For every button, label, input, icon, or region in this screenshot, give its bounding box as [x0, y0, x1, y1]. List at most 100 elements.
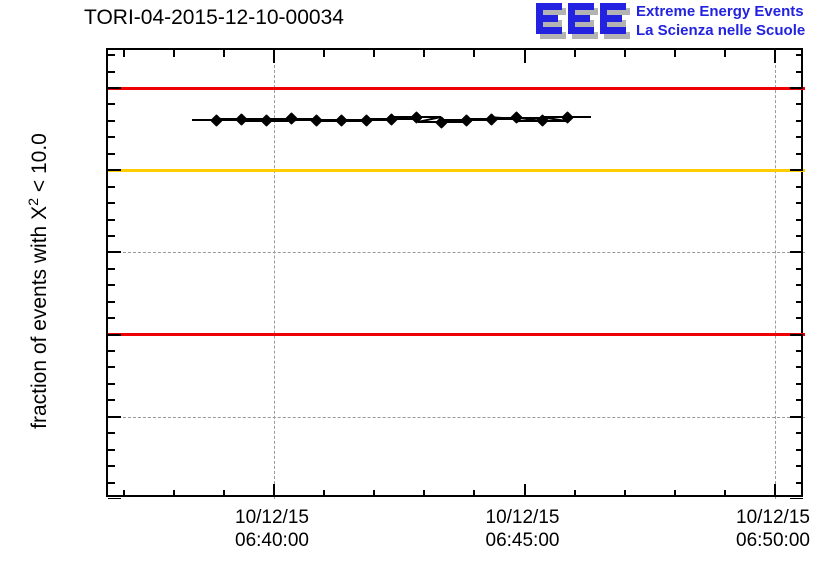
reference-line-lower-red-threshold [108, 333, 805, 337]
y-tick-minor [108, 185, 115, 188]
y-tick-minor [108, 300, 115, 303]
y-tick-minor [796, 152, 803, 155]
y-tick-major [790, 251, 803, 254]
x-tick-label-time: 06:50:00 [736, 530, 810, 551]
y-tick-minor [796, 202, 803, 205]
x-tick-minor [222, 490, 225, 497]
y-tick-minor [108, 152, 115, 155]
y-tick-minor [796, 481, 803, 484]
y-tick-minor [108, 234, 115, 237]
y-tick-minor [796, 317, 803, 320]
x-tick-label-date: 10/12/15 [235, 507, 309, 528]
data-point[interactable] [510, 111, 524, 124]
x-tick-label: 10/12/15 06:50:00 [703, 506, 836, 552]
y-tick-minor [108, 481, 115, 484]
plot-inner [108, 50, 805, 499]
y-tick-minor [796, 350, 803, 353]
y-tick-major [790, 498, 803, 499]
y-tick-minor [796, 54, 803, 57]
y-tick-minor [108, 317, 115, 320]
x-tick-minor [122, 490, 125, 497]
y-tick-minor [796, 185, 803, 188]
x-tick-minor [122, 50, 125, 57]
x-tick-minor [172, 50, 175, 57]
x-tick-minor [673, 490, 676, 497]
y-tick-minor [796, 448, 803, 451]
y-tick-minor [796, 267, 803, 270]
y-tick-minor [108, 448, 115, 451]
x-tick-minor [423, 50, 426, 57]
y-tick-minor [796, 136, 803, 139]
y-axis-tick-labels: 00.20.40.60.81 [0, 0, 99, 572]
x-tick-major [273, 484, 275, 497]
data-point[interactable] [385, 112, 399, 126]
x-tick-minor [423, 490, 426, 497]
y-tick-minor [108, 465, 115, 468]
x-tick-label: 10/12/15 06:40:00 [202, 506, 342, 552]
gridline-horizontal [108, 416, 805, 418]
y-tick-minor [796, 70, 803, 73]
y-tick-minor [796, 218, 803, 221]
y-tick-major [108, 169, 121, 172]
y-tick-minor [108, 202, 115, 205]
y-tick-minor [108, 284, 115, 287]
x-tick-major [523, 484, 526, 497]
y-tick-major [108, 415, 121, 418]
x-tick-minor [323, 490, 326, 497]
x-tick-label-time: 06:40:00 [235, 530, 309, 551]
y-tick-minor [108, 136, 115, 139]
x-tick-minor [323, 50, 326, 57]
y-tick-minor [796, 119, 803, 122]
y-tick-minor [108, 119, 115, 122]
y-tick-major [790, 415, 803, 418]
y-tick-minor [108, 432, 115, 435]
x-tick-minor [473, 490, 476, 497]
y-tick-minor [796, 300, 803, 303]
y-tick-minor [796, 465, 803, 468]
y-tick-minor [796, 234, 803, 237]
x-tick-label-time: 06:45:00 [485, 530, 560, 551]
reference-line-yellow-threshold [108, 168, 805, 172]
y-tick-minor [108, 54, 115, 57]
y-tick-major [790, 87, 803, 89]
data-point[interactable] [260, 114, 273, 128]
y-tick-minor [796, 399, 803, 402]
y-tick-major [108, 251, 121, 254]
y-tick-minor [108, 267, 115, 270]
y-tick-major [108, 498, 121, 499]
x-tick-minor [373, 50, 376, 57]
y-tick-minor [796, 366, 803, 369]
y-tick-major [108, 87, 121, 89]
y-tick-minor [796, 284, 803, 287]
data-point[interactable] [485, 112, 499, 126]
x-tick-major [523, 50, 526, 63]
y-tick-minor [796, 432, 803, 435]
y-tick-minor [108, 103, 115, 106]
reference-line-upper-red-threshold [108, 86, 805, 90]
eee-logo-line1: Extreme Energy Events [636, 3, 804, 20]
x-tick-label-date: 10/12/15 [736, 507, 810, 528]
x-tick-minor [723, 490, 726, 497]
plot-area [106, 48, 805, 499]
x-tick-minor [623, 50, 626, 57]
y-tick-minor [108, 218, 115, 221]
x-tick-major [774, 50, 776, 63]
x-tick-minor [573, 490, 576, 497]
x-tick-minor [172, 490, 175, 497]
y-tick-minor [108, 366, 115, 369]
y-tick-minor [108, 350, 115, 353]
x-tick-minor [373, 490, 376, 497]
x-tick-minor [573, 50, 576, 57]
x-tick-label-date: 10/12/15 [485, 507, 560, 528]
x-tick-minor [623, 490, 626, 497]
y-tick-minor [108, 399, 115, 402]
eee-logo-text: Extreme Energy Events La Scienza nelle S… [636, 2, 805, 40]
gridline-horizontal [108, 252, 805, 254]
eee-logo: Extreme Energy Events La Scienza nelle S… [536, 2, 834, 42]
x-tick-minor [473, 50, 476, 57]
y-tick-major [790, 169, 803, 172]
x-tick-minor [723, 50, 726, 57]
x-tick-minor [673, 50, 676, 57]
gridline-vertical [775, 50, 776, 499]
